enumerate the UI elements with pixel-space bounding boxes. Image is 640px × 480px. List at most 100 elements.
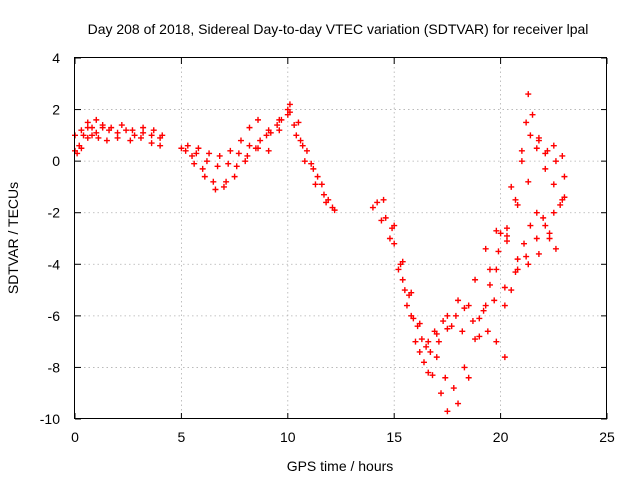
- data-point: [299, 142, 306, 149]
- data-point: [201, 173, 208, 180]
- tick-labels: 0 5 10 15 20 25 -10 -8 -6 -4 -2 0 2 4: [40, 50, 615, 445]
- data-point: [295, 119, 302, 126]
- data-point: [476, 315, 483, 322]
- data-point: [540, 214, 547, 221]
- data-point: [535, 250, 542, 257]
- data-point: [493, 338, 500, 345]
- data-point: [546, 230, 553, 237]
- data-point: [508, 183, 515, 190]
- data-point: [561, 173, 568, 180]
- data-point: [323, 199, 330, 206]
- data-point: [140, 124, 147, 131]
- data-point: [433, 354, 440, 361]
- data-point: [380, 196, 387, 203]
- data-point: [529, 111, 536, 118]
- grid: [75, 58, 607, 419]
- data-point: [550, 142, 557, 149]
- data-point: [78, 127, 85, 134]
- data-point: [80, 132, 87, 139]
- data-point: [455, 400, 462, 407]
- data-point: [297, 137, 304, 144]
- data-point: [329, 204, 336, 211]
- series-arc-03: [74, 116, 166, 157]
- data-point: [480, 307, 487, 314]
- data-point: [178, 145, 185, 152]
- series-arc-14: [501, 209, 559, 309]
- data-point: [148, 132, 155, 139]
- data-point: [127, 137, 134, 144]
- data-point: [521, 240, 528, 247]
- data-point: [244, 152, 251, 159]
- data-point: [469, 318, 476, 325]
- data-point: [108, 124, 115, 131]
- data-point: [512, 196, 519, 203]
- data-point: [103, 137, 110, 144]
- data-point: [514, 266, 521, 273]
- data-point: [518, 158, 525, 165]
- data-point: [523, 119, 530, 126]
- data-point: [399, 258, 406, 265]
- data-point: [395, 266, 402, 273]
- data-point: [265, 147, 272, 154]
- data-point: [114, 134, 121, 141]
- data-point: [491, 297, 498, 304]
- data-point: [461, 364, 468, 371]
- data-point: [542, 165, 549, 172]
- data-point: [301, 158, 308, 165]
- data-point: [423, 343, 430, 350]
- data-point: [150, 127, 157, 134]
- data-point: [159, 132, 166, 139]
- data-point: [95, 134, 102, 141]
- data-point: [508, 287, 515, 294]
- data-point: [452, 312, 459, 319]
- data-point: [420, 359, 427, 366]
- data-point: [442, 374, 449, 381]
- data-point: [246, 124, 253, 131]
- data-point: [391, 222, 398, 229]
- data-point: [459, 328, 466, 335]
- data-point: [308, 160, 315, 167]
- data-point: [303, 147, 310, 154]
- data-point: [559, 196, 566, 203]
- data-point: [314, 173, 321, 180]
- x-tick-label: 15: [386, 429, 402, 445]
- data-point: [118, 122, 125, 129]
- data-point: [93, 116, 100, 123]
- data-point: [210, 178, 217, 185]
- data-point: [493, 227, 500, 234]
- data-point: [255, 145, 262, 152]
- data-point: [429, 372, 436, 379]
- data-point: [148, 140, 155, 147]
- data-point: [310, 165, 317, 172]
- data-point: [235, 150, 242, 157]
- data-point: [263, 132, 270, 139]
- data-point: [523, 253, 530, 260]
- data-point: [246, 142, 253, 149]
- data-point: [391, 240, 398, 247]
- data-point: [78, 145, 85, 152]
- data-point: [418, 336, 425, 343]
- x-tick-label: 10: [280, 429, 296, 445]
- data-point: [455, 297, 462, 304]
- data-point: [546, 235, 553, 242]
- data-point: [84, 134, 91, 141]
- data-point: [472, 276, 479, 283]
- data-point: [233, 163, 240, 170]
- data-point: [559, 152, 566, 159]
- data-point: [386, 235, 393, 242]
- y-tick-label: 0: [52, 153, 60, 169]
- data-point: [514, 201, 521, 208]
- data-point: [501, 354, 508, 361]
- data-point: [503, 225, 510, 232]
- x-tick-label: 5: [178, 429, 186, 445]
- data-point: [525, 261, 532, 268]
- data-point: [552, 245, 559, 252]
- data-point: [552, 158, 559, 165]
- data-point: [293, 132, 300, 139]
- series-arc-07: [191, 109, 336, 211]
- data-point: [227, 147, 234, 154]
- series-arc-04: [178, 111, 338, 214]
- data-point: [476, 333, 483, 340]
- x-tick-label: 25: [599, 429, 615, 445]
- data-point: [257, 137, 264, 144]
